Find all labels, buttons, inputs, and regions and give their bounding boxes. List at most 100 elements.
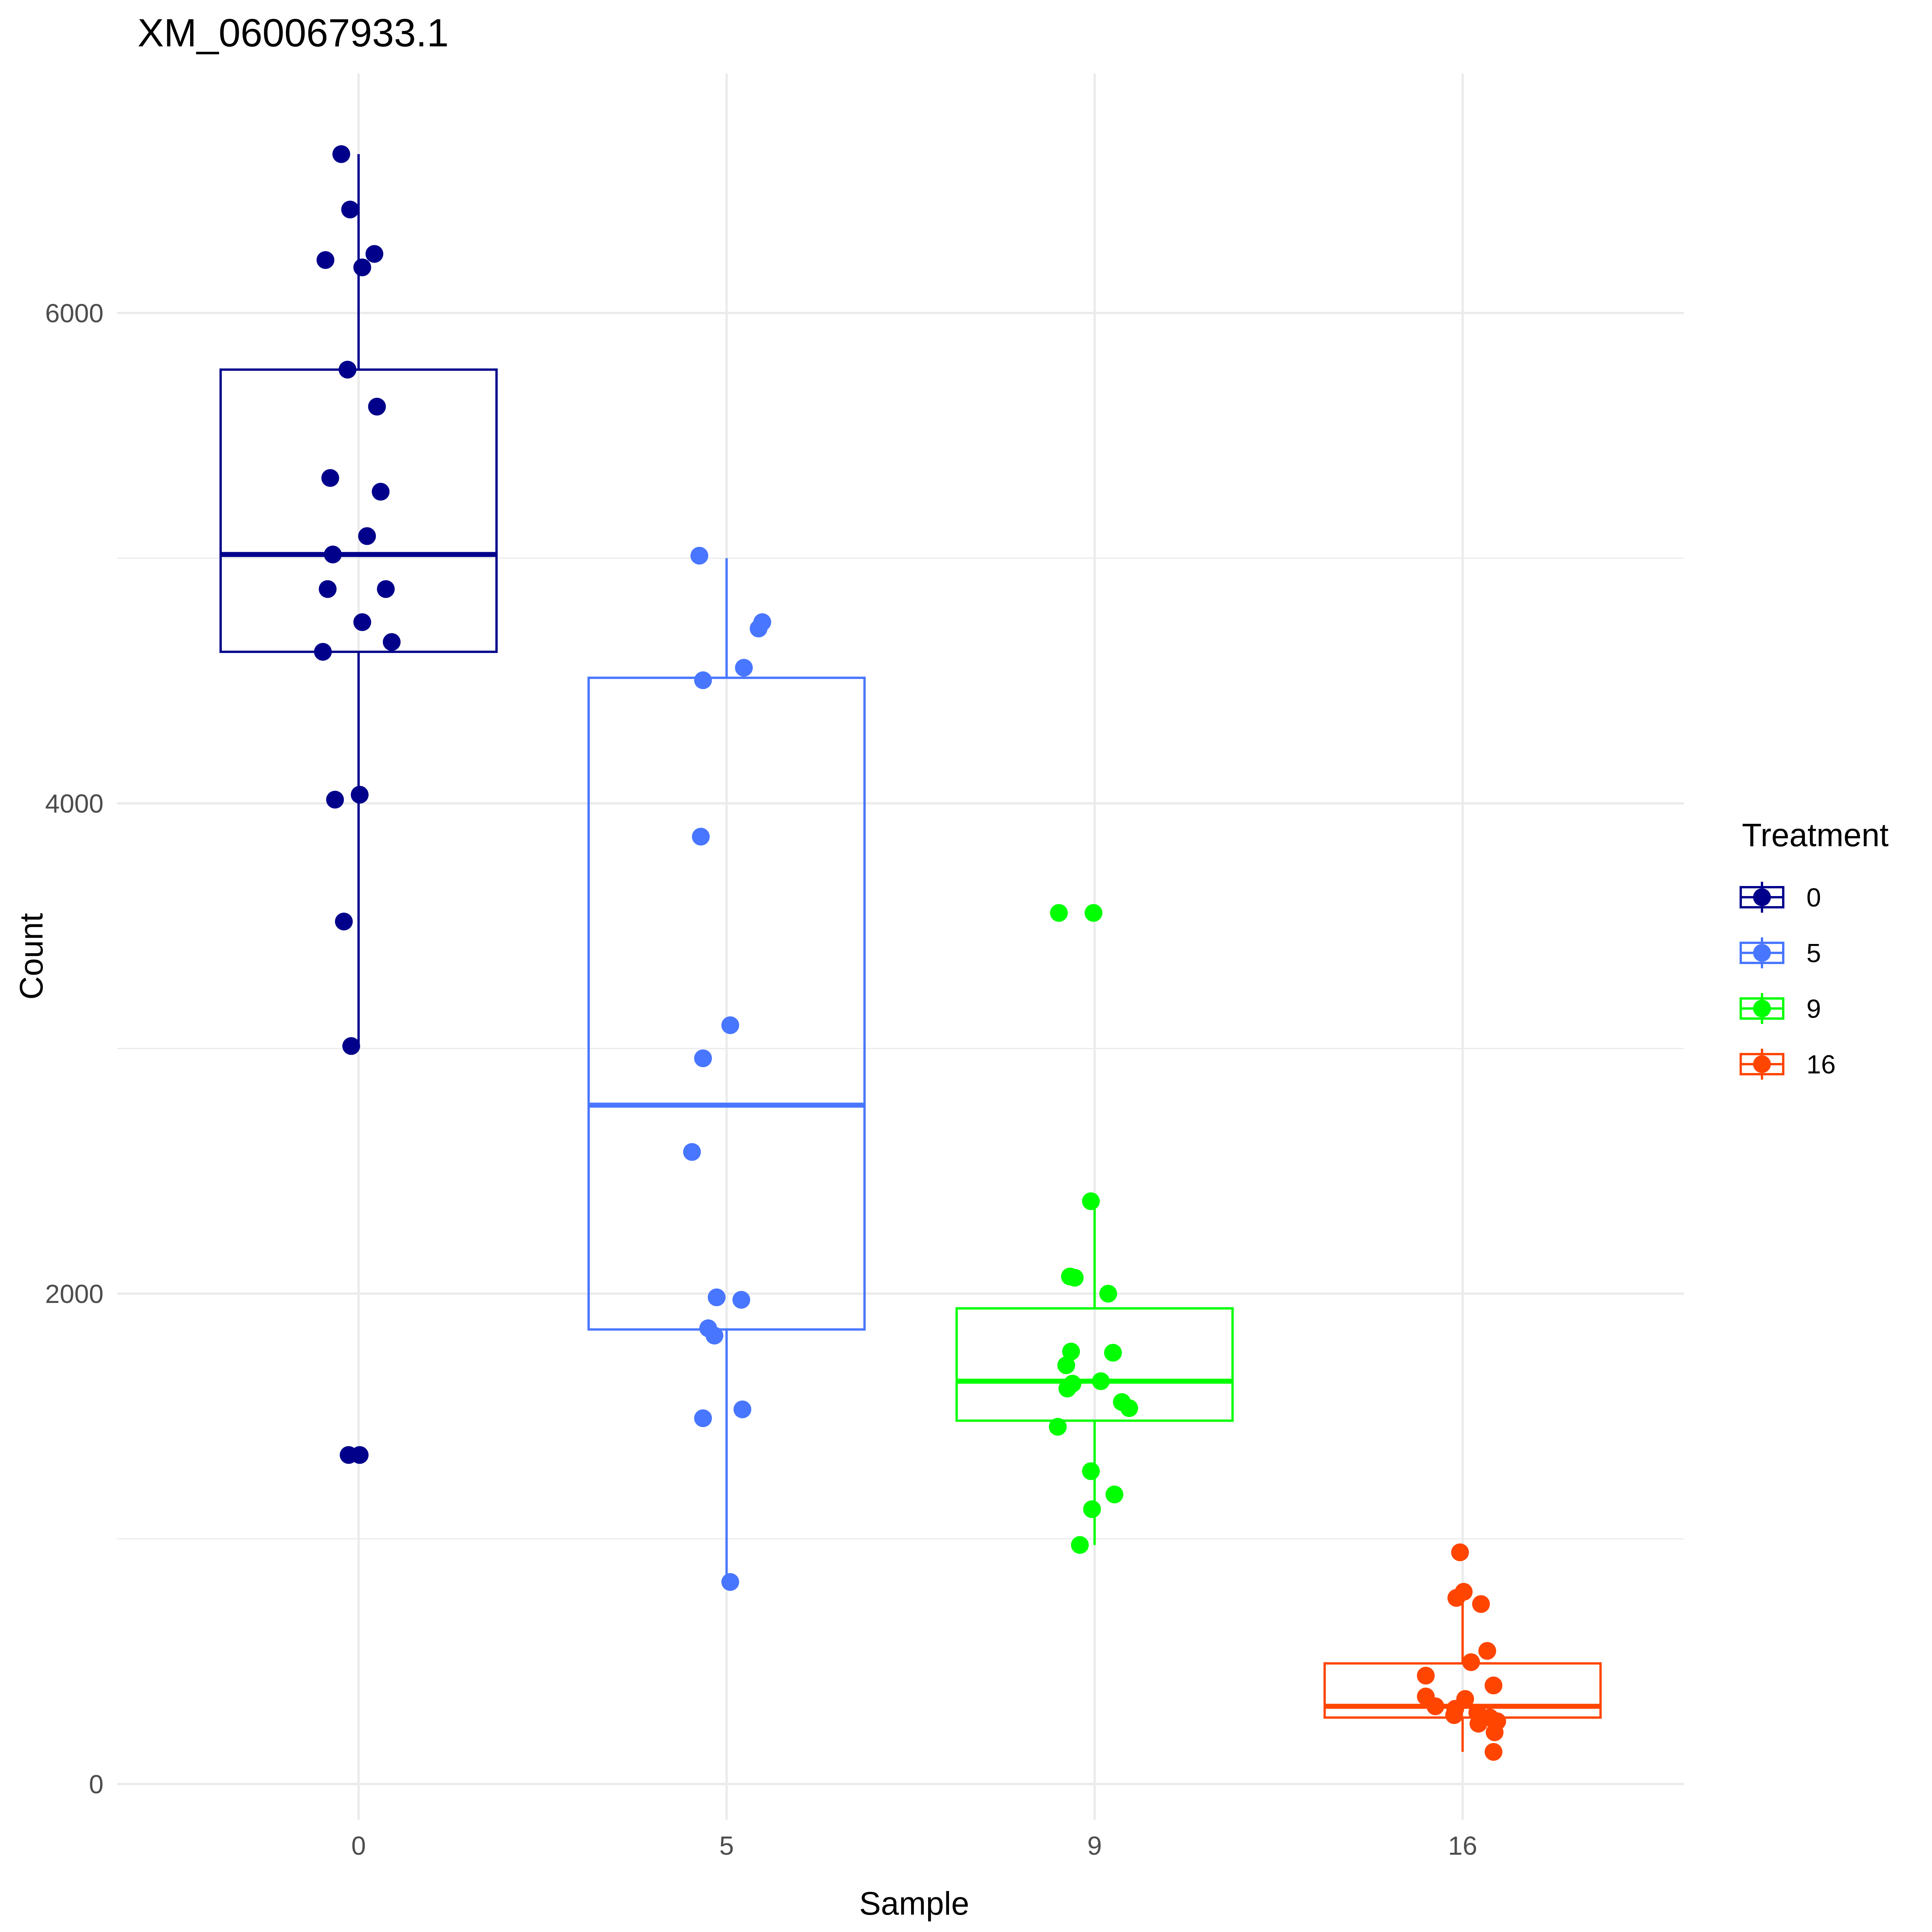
data-point (341, 201, 359, 219)
data-point (683, 1143, 701, 1161)
data-point (358, 527, 376, 545)
data-point (1485, 1743, 1503, 1761)
data-point (1066, 1269, 1084, 1287)
legend-label: 16 (1806, 1050, 1836, 1079)
data-point (314, 643, 332, 661)
data-point (1447, 1589, 1466, 1607)
data-point (721, 1573, 739, 1591)
data-point (733, 1400, 752, 1418)
data-point (1083, 1500, 1101, 1518)
data-point (368, 398, 386, 416)
data-point (353, 258, 371, 276)
data-point (694, 671, 712, 689)
legend-entry-0: 0 (1740, 882, 1821, 913)
data-point (372, 483, 390, 501)
data-point (1445, 1706, 1463, 1724)
data-point (721, 1016, 739, 1034)
data-point (1050, 904, 1068, 922)
data-point (1451, 1543, 1469, 1561)
y-tick-label: 2000 (45, 1279, 104, 1309)
data-point (732, 1291, 750, 1309)
data-point (1082, 1192, 1100, 1210)
legend-entries: 0 5 9 16 (1740, 882, 1836, 1080)
data-point (1486, 1723, 1504, 1742)
y-axis-ticks: 0 2000 4000 6000 (45, 299, 104, 1799)
data-point (1469, 1714, 1488, 1733)
data-point (350, 786, 369, 804)
points (314, 145, 1506, 1761)
data-point (750, 619, 768, 638)
data-point (338, 361, 357, 379)
data-point (1058, 1379, 1077, 1398)
data-point (377, 580, 395, 598)
box-group-0 (219, 154, 498, 1046)
box-iqr (955, 1307, 1234, 1422)
box-group-5 (587, 558, 866, 1582)
y-tick-label: 0 (89, 1770, 104, 1799)
data-point (1092, 1372, 1110, 1390)
data-point (1417, 1667, 1435, 1685)
data-point (1062, 1342, 1080, 1361)
data-point (1099, 1285, 1117, 1303)
points-group-9 (1049, 904, 1138, 1554)
data-point (1084, 904, 1102, 922)
data-point (316, 251, 335, 269)
data-point (1462, 1653, 1480, 1671)
data-point (332, 145, 350, 163)
legend-label: 0 (1806, 883, 1821, 912)
data-point (692, 828, 710, 846)
chart-title: XM_060067933.1 (138, 11, 449, 55)
legend-entry-9: 9 (1740, 993, 1821, 1024)
data-point (1057, 1356, 1075, 1374)
x-axis-title: Sample (859, 1885, 969, 1922)
data-point (735, 659, 753, 677)
legend-key-point (1753, 944, 1771, 962)
data-point (350, 1446, 369, 1464)
data-point (1472, 1595, 1490, 1613)
box-iqr (219, 368, 498, 653)
y-axis-title: Count (13, 913, 49, 1000)
data-point (1105, 1485, 1124, 1503)
data-point (342, 1037, 360, 1055)
x-tick-label: 9 (1087, 1831, 1102, 1861)
points-group-16 (1417, 1543, 1506, 1761)
data-point (1104, 1344, 1122, 1362)
legend-entry-5: 5 (1740, 937, 1821, 968)
legend-label: 5 (1806, 939, 1821, 968)
data-point (1120, 1399, 1138, 1417)
data-point (1049, 1418, 1067, 1436)
data-point (1485, 1676, 1503, 1694)
x-tick-label: 5 (719, 1831, 734, 1861)
data-point (690, 547, 708, 565)
data-point (365, 245, 383, 263)
legend-label: 9 (1806, 994, 1821, 1024)
data-point (1082, 1462, 1100, 1480)
data-point (321, 469, 339, 487)
boxes (219, 154, 1602, 1752)
data-point (326, 791, 344, 809)
legend-key-point (1753, 1000, 1771, 1017)
legend-title: Treatment (1742, 817, 1889, 853)
y-tick-label: 4000 (45, 789, 104, 818)
legend-entry-16: 16 (1740, 1049, 1836, 1080)
data-point (335, 912, 353, 930)
legend-key-point (1753, 1055, 1771, 1073)
data-point (694, 1409, 712, 1427)
data-point (383, 633, 401, 651)
data-point (324, 545, 342, 563)
x-tick-label: 0 (351, 1831, 366, 1861)
points-group-0 (314, 145, 401, 1464)
y-tick-label: 6000 (45, 299, 104, 328)
legend-key-point (1753, 888, 1771, 906)
points-group-5 (683, 547, 771, 1591)
data-point (694, 1049, 712, 1067)
box-iqr (587, 677, 866, 1331)
x-axis-ticks: 0 5 9 16 (351, 1831, 1477, 1861)
data-point (1071, 1536, 1089, 1554)
legend: Treatment 0 5 9 16 (1740, 817, 1889, 1080)
data-point (318, 580, 337, 598)
data-point (1478, 1642, 1497, 1660)
data-point (705, 1327, 723, 1345)
